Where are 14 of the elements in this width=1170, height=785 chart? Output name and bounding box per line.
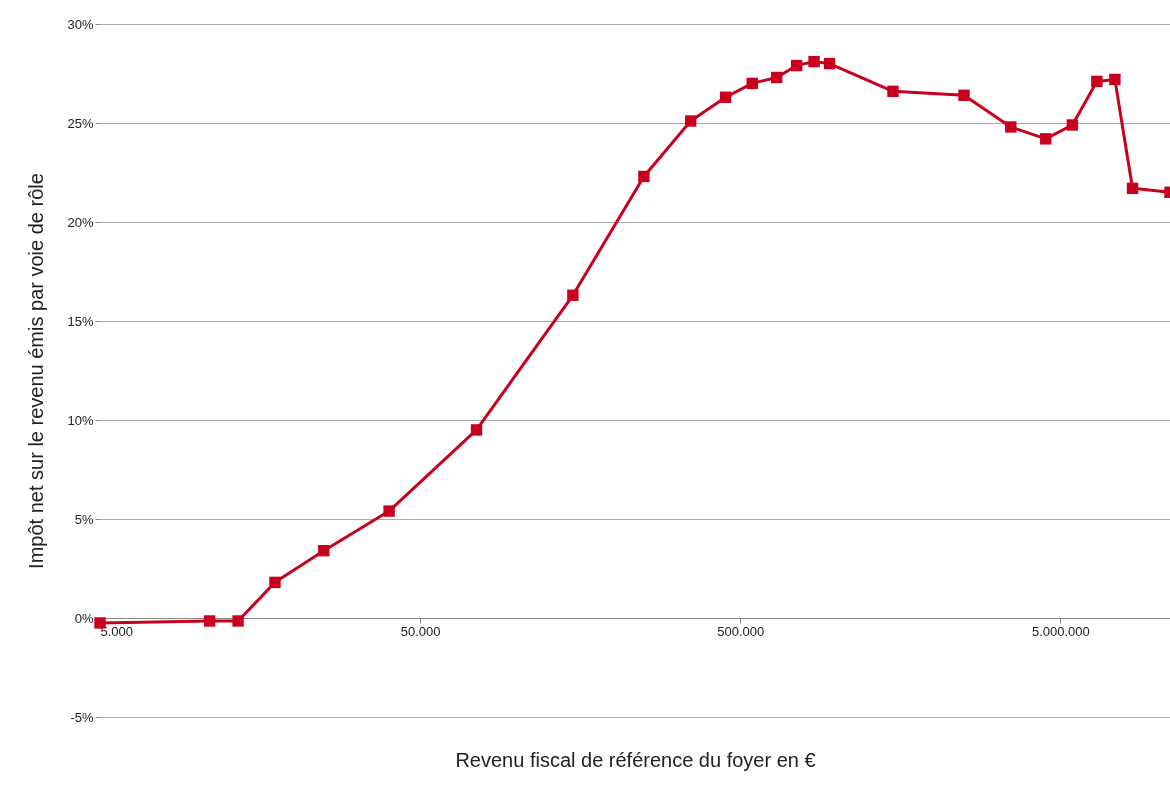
y-tick-label: -5% [70, 709, 94, 725]
y-axis-title: Impôt net sur le revenu émis par voie de rôle [25, 173, 48, 569]
y-tick-label: 0% [74, 610, 94, 626]
x-axis-title: Revenu fiscal de référence du foyer en € [455, 748, 816, 771]
y-tick-label: 30% [67, 16, 94, 32]
y-tick-label: 15% [67, 313, 94, 329]
y-tick-label: 10% [67, 412, 94, 428]
y-tick-label: 5% [74, 511, 94, 527]
x-tick-label: 50.000 [400, 623, 441, 639]
y-tick-label: 20% [67, 214, 94, 230]
y-tick-label: 25% [67, 115, 94, 131]
x-tick-label: 500.000 [717, 623, 765, 639]
x-tick-label: 5.000 [100, 623, 134, 639]
x-tick-label: 5.000.000 [1031, 623, 1090, 639]
